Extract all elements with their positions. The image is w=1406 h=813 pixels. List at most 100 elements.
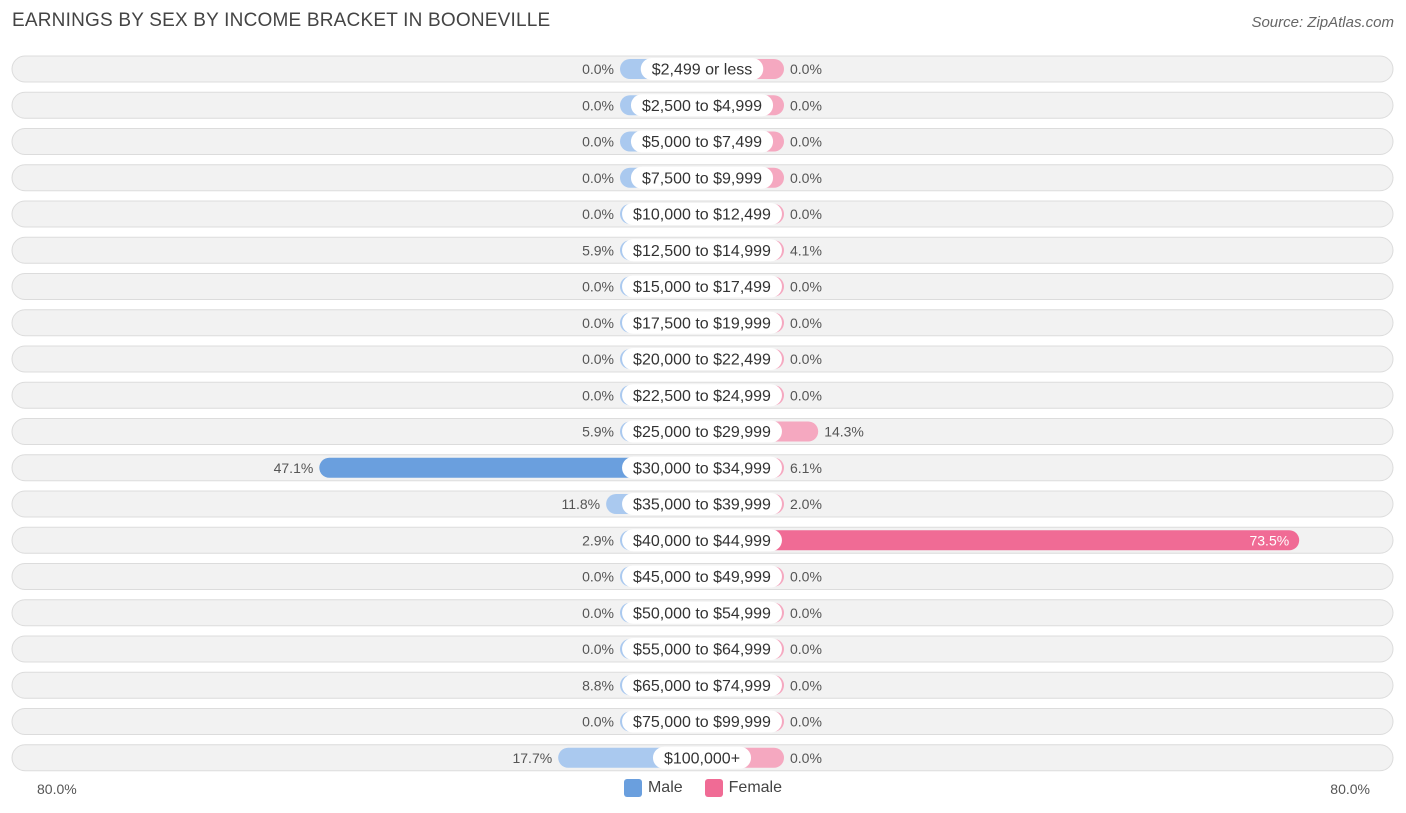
category-pill	[622, 638, 782, 660]
bar-row: $17,500 to $19,999 0.0% 0.0%	[11, 309, 1394, 337]
category-pill	[622, 674, 782, 697]
axis-right-label: 80.0%	[1330, 781, 1370, 797]
axis-left-label: 80.0%	[37, 781, 77, 797]
bar-row: $22,500 to $24,999 0.0% 0.0%	[11, 381, 1394, 409]
category-label: $10,000 to $12,499	[633, 207, 771, 224]
female-value-label: 14.3%	[824, 424, 864, 440]
category-label: $65,000 to $74,999	[633, 678, 771, 695]
male-value-label: 0.0%	[582, 61, 614, 77]
category-label: $25,000 to $29,999	[633, 424, 771, 441]
female-value-label: 0.0%	[790, 61, 822, 77]
category-pill	[622, 493, 782, 515]
male-value-label: 0.0%	[582, 714, 614, 730]
bar-row: $40,000 to $44,999 2.9% 73.5%	[11, 526, 1394, 554]
category-pill	[622, 456, 782, 479]
category-label: $75,000 to $99,999	[633, 714, 771, 731]
category-label: $15,000 to $17,499	[633, 279, 771, 296]
category-label: $40,000 to $44,999	[633, 533, 771, 550]
female-value-label: 2.0%	[790, 496, 822, 512]
male-value-label: 0.0%	[582, 387, 614, 403]
category-pill	[640, 58, 764, 80]
bar-row: $15,000 to $17,499 0.0% 0.0%	[11, 273, 1394, 300]
female-value-label: 0.0%	[790, 97, 822, 113]
male-value-label: 2.9%	[582, 532, 614, 548]
category-label: $22,500 to $24,999	[633, 388, 771, 405]
category-pill	[622, 710, 782, 733]
category-label: $50,000 to $54,999	[633, 605, 771, 622]
legend-item-male: Male	[623, 779, 683, 797]
female-value-label: 0.0%	[790, 387, 822, 403]
category-pill	[622, 420, 782, 443]
female-value-label: 0.0%	[790, 569, 822, 585]
category-label: $5,000 to $7,499	[642, 134, 762, 151]
bar-row: $5,000 to $7,499 0.0% 0.0%	[11, 128, 1394, 155]
category-label: $30,000 to $34,999	[633, 460, 771, 477]
male-value-label: 0.0%	[582, 641, 614, 657]
male-value-label: 8.8%	[582, 677, 614, 693]
bar-row: $55,000 to $64,999 0.0% 0.0%	[11, 635, 1394, 663]
legend-item-female: Female	[704, 779, 783, 797]
male-value-label: 0.0%	[582, 279, 614, 295]
bar-row: $100,000+ 17.7% 0.0%	[11, 744, 1394, 772]
category-label: $7,500 to $9,999	[642, 170, 762, 187]
bar-row: $7,500 to $9,999 0.0% 0.0%	[11, 164, 1394, 192]
female-value-label: 0.0%	[790, 605, 822, 621]
category-label: $45,000 to $49,999	[633, 569, 771, 586]
category-label: $20,000 to $22,499	[633, 352, 771, 369]
category-pill	[630, 94, 774, 117]
source-label: Source: ZipAtlas.com	[1251, 14, 1394, 31]
bar-row: $12,500 to $14,999 5.9% 4.1%	[11, 236, 1394, 264]
male-value-label: 0.0%	[582, 170, 614, 186]
bar-row: $75,000 to $99,999 0.0% 0.0%	[11, 708, 1394, 735]
bar-row: $20,000 to $22,499 0.0% 0.0%	[11, 345, 1394, 373]
category-label: $2,500 to $4,999	[642, 98, 762, 115]
bar-row: $30,000 to $34,999 47.1% 6.1%	[11, 454, 1394, 482]
male-value-label: 17.7%	[512, 750, 552, 766]
legend-label-female: Female	[728, 779, 783, 796]
female-value-label: 0.0%	[790, 206, 822, 222]
category-pill	[622, 275, 782, 298]
male-value-label: 0.0%	[582, 97, 614, 113]
category-pill	[622, 384, 782, 407]
male-value-label: 0.0%	[582, 206, 614, 222]
legend-swatch-male	[623, 779, 642, 797]
bar-row: $2,499 or less 0.0% 0.0%	[11, 55, 1394, 83]
bar-row: $35,000 to $39,999 11.8% 2.0%	[11, 490, 1394, 518]
female-value-label: 0.0%	[790, 170, 822, 186]
female-value-label: 0.0%	[790, 641, 822, 657]
female-value-label: 0.0%	[790, 750, 822, 766]
category-label: $17,500 to $19,999	[633, 315, 771, 332]
category-pill	[622, 311, 782, 334]
category-pill	[622, 348, 782, 370]
male-value-label: 5.9%	[582, 242, 614, 258]
female-value-label: 0.0%	[790, 677, 822, 693]
chart-title: EARNINGS BY SEX BY INCOME BRACKET IN BOO…	[12, 10, 551, 31]
female-value-label: 4.1%	[790, 242, 822, 258]
bar-row: $2,500 to $4,999 0.0% 0.0%	[11, 91, 1394, 119]
category-pill	[622, 565, 782, 588]
male-value-label: 0.0%	[582, 315, 614, 331]
legend-label-male: Male	[647, 779, 683, 796]
male-value-label: 5.9%	[582, 424, 614, 440]
bar-row: $65,000 to $74,999 8.8% 0.0%	[11, 671, 1394, 699]
male-value-label: 0.0%	[582, 351, 614, 367]
male-bar	[319, 457, 702, 478]
bar-row: $50,000 to $54,999 0.0% 0.0%	[11, 599, 1394, 627]
category-pill	[622, 239, 782, 262]
female-value-label: 0.0%	[790, 279, 822, 295]
legend-swatch-female	[704, 779, 723, 797]
female-value-label: 0.0%	[790, 714, 822, 730]
bar-row: $10,000 to $12,499 0.0% 0.0%	[11, 200, 1394, 228]
legend: Male Female	[0, 779, 1406, 797]
category-pill	[622, 601, 782, 624]
female-bar	[702, 530, 1300, 551]
category-pill	[622, 529, 782, 552]
category-pill	[630, 130, 774, 153]
category-label: $2,499 or less	[652, 62, 753, 79]
male-value-label: 47.1%	[274, 460, 314, 476]
bar-row: $45,000 to $49,999 0.0% 0.0%	[11, 563, 1394, 590]
female-value-label: 6.1%	[790, 460, 822, 476]
category-pill	[652, 746, 752, 769]
category-label: $12,500 to $14,999	[633, 243, 771, 260]
